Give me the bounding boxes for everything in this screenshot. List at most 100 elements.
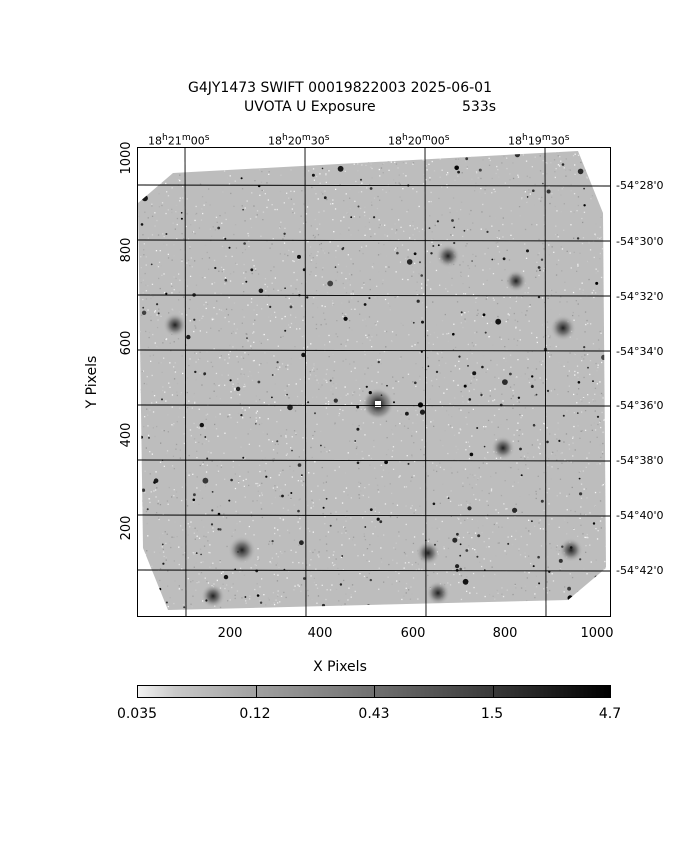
star [471,260,473,262]
colorbar-label: 1.5 [480,706,504,722]
star [517,396,521,399]
star [469,452,474,457]
y-tick-label: 600 [119,330,134,356]
star [200,553,202,556]
star [141,310,147,315]
dec-tick-label: -54°38'0 [616,454,664,467]
star [465,549,469,552]
star [265,475,268,478]
star [596,415,600,418]
star [419,261,421,264]
star [228,499,231,502]
star [341,555,344,557]
dec-tick-label: -54°34'0 [616,345,664,358]
star [467,506,472,511]
star [546,189,551,194]
star [306,296,309,299]
star [368,297,371,300]
star [257,380,261,384]
star [165,233,168,235]
star [432,502,436,506]
star [567,586,571,591]
star [587,366,589,369]
ra-tick-label: 18h20m00s [388,132,450,148]
star [217,512,221,516]
dec-grid-line [138,569,610,572]
star [562,414,565,417]
star [579,558,582,561]
star [258,288,264,294]
star [459,543,462,546]
star [229,379,232,382]
star [414,381,417,385]
star [235,386,241,392]
star [484,331,487,334]
star [217,528,220,531]
star [161,543,164,546]
star [329,379,332,382]
star [452,537,458,543]
star [578,477,581,480]
star [427,365,430,368]
star [561,163,565,166]
star [206,457,209,460]
source-marker [375,401,381,407]
star [284,287,286,289]
star [468,398,472,401]
star [224,278,228,282]
star [230,478,233,482]
star [240,177,243,180]
star [592,522,596,525]
star [217,226,221,230]
bright-source [201,584,225,608]
star [537,266,541,269]
star [529,614,532,616]
star [186,334,191,340]
star [239,151,243,154]
star [519,447,522,451]
star [237,551,239,553]
star [583,346,586,349]
star [194,370,197,374]
star [321,603,326,608]
star [256,159,261,164]
dec-tick-label: -54°36'0 [616,399,664,412]
star [463,229,466,232]
star [561,545,564,548]
star [228,246,231,249]
star [255,423,257,425]
star [329,524,332,527]
star [537,295,541,299]
image-title: G4JY1473 SWIFT 00019822003 2025-06-01 [188,80,492,96]
star [322,506,325,509]
star [412,321,415,324]
star [162,562,165,565]
star [141,488,146,492]
star [276,361,279,364]
colorbar-label: 0.43 [358,706,390,722]
bright-source [436,244,460,268]
star [436,220,439,223]
star [430,252,433,255]
star [458,355,461,358]
bright-source [228,536,256,564]
star [337,165,344,172]
star [293,609,297,610]
x-tick-label: 800 [492,626,518,641]
star [284,329,287,332]
ra-grid-line [184,148,187,616]
star [311,173,315,177]
star [472,371,477,376]
colorbar [137,685,611,698]
star [532,189,535,192]
star [432,245,435,247]
bright-source [505,270,527,292]
star [481,365,484,369]
star [193,318,196,321]
star [301,352,306,358]
star [491,258,494,261]
star [396,251,399,255]
star [343,316,348,321]
dec-tick-label: -54°28'0 [616,179,664,192]
star [558,439,561,442]
